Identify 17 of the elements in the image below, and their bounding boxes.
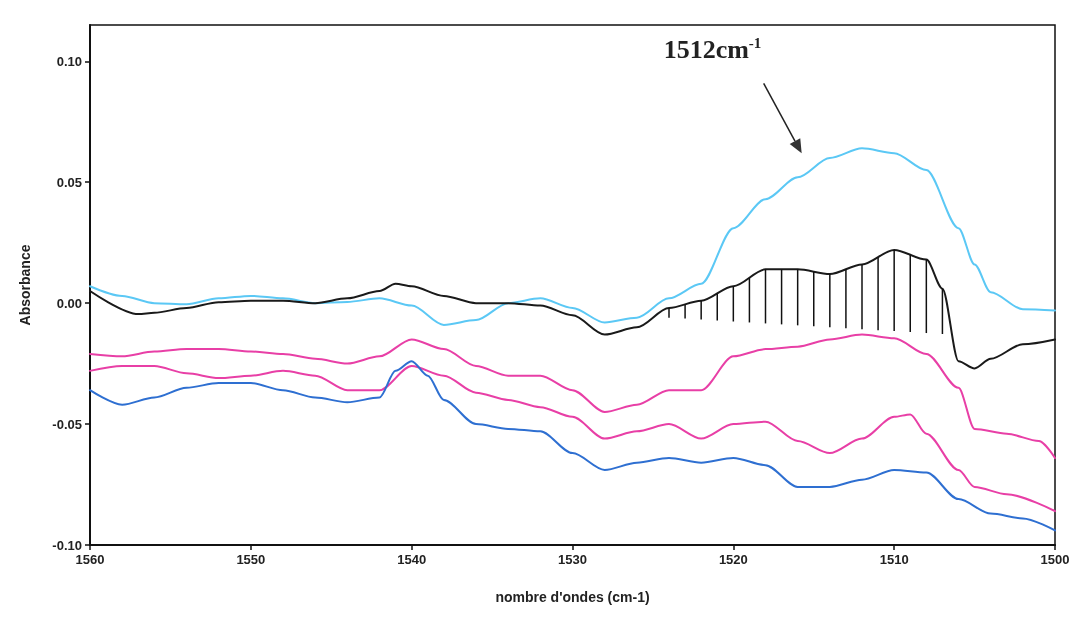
y-tick-label: 0.05 [56,174,82,190]
x-tick-label: 1560 [75,552,105,567]
x-tick-label: 1510 [879,552,909,567]
y-axis-title: Absorbance [17,244,33,326]
x-tick-label: 1550 [236,552,266,567]
x-tick-label: 1530 [558,552,587,567]
x-tick-label: 1520 [718,552,748,567]
y-tick-label: 0.00 [56,295,82,311]
line-series [89,333,1056,459]
y-tick-label: -0.05 [52,416,82,432]
annotation: 1512cm$^{-1}$ [663,35,762,66]
y-tick-label: 0.10 [56,53,82,69]
x-axis-title: nombre d'ondes (cm-1) [495,589,650,605]
x-tick-label: 1540 [397,552,427,567]
y-tick-label: -0.10 [52,537,82,553]
line-series [89,147,1056,326]
x-tick-label: 1500 [1040,552,1070,567]
